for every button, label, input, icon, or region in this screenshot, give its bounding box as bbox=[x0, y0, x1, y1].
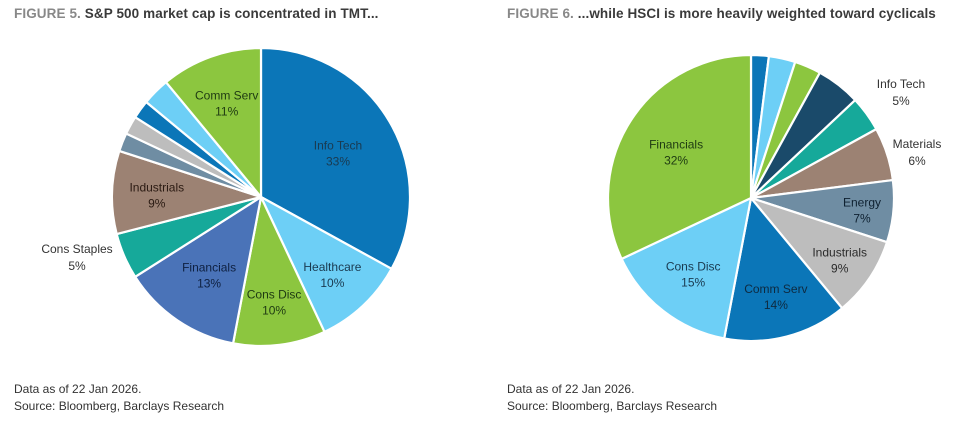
slice-label-info-tech: Info Tech 33% bbox=[314, 139, 362, 169]
slice-label-cons-disc: Cons Disc 10% bbox=[247, 288, 302, 318]
figure-6-data-date: Data as of 22 Jan 2026. bbox=[507, 382, 635, 396]
figure-5-pie-chart: Info Tech 33% Healthcare 10% Cons Disc 10% Fin… bbox=[41, 46, 412, 348]
slice-label-name: Industrials bbox=[129, 181, 184, 195]
slice-label-name: Financials bbox=[649, 138, 703, 152]
figure-5-data-date: Data as of 22 Jan 2026. bbox=[14, 382, 142, 396]
figure-5-source: Source: Bloomberg, Barclays Research bbox=[14, 399, 225, 413]
slice-label-name: Financials bbox=[182, 260, 236, 274]
slice-label-name: Info Tech bbox=[314, 139, 362, 153]
pie-slice-comm-serv bbox=[164, 46, 263, 199]
slice-label-comm-serv: Comm Serv 14% bbox=[744, 282, 807, 312]
pie-slice-info-tech bbox=[259, 46, 412, 270]
figure-5-notes: Data as of 22 Jan 2026. Source: Bloomber… bbox=[14, 381, 224, 415]
external-label-cons-staples: Cons Staples 5% bbox=[41, 242, 112, 273]
slice-label-value: 13% bbox=[197, 276, 221, 290]
slice-label-healthcare: Healthcare 10% bbox=[303, 260, 361, 290]
slice-label-name: Healthcare bbox=[303, 260, 361, 274]
slice-label-value: 11% bbox=[215, 105, 238, 119]
pie-slice-comm-serv bbox=[723, 196, 844, 343]
slice-label-energy: Energy 7% bbox=[843, 196, 881, 226]
slice-label-name: Comm Serv bbox=[195, 89, 258, 103]
slice-label-value: 32% bbox=[664, 154, 688, 168]
slice-label-name: Industrials bbox=[812, 245, 867, 259]
external-label-name: Info Tech bbox=[877, 77, 925, 91]
figure-6-number: FIGURE 6. bbox=[507, 6, 574, 21]
slice-label-value: 10% bbox=[320, 276, 344, 290]
slice-label-cons-disc: Cons Disc 15% bbox=[666, 260, 721, 290]
pie-slice-industrials bbox=[110, 149, 263, 236]
slice-label-value: 33% bbox=[326, 155, 350, 169]
external-label-value: 5% bbox=[892, 94, 910, 108]
slice-label-value: 10% bbox=[262, 304, 286, 318]
slice-label-name: Comm Serv bbox=[744, 282, 807, 296]
slice-label-name: Cons Disc bbox=[247, 288, 302, 302]
figure-5-heading: S&P 500 market cap is concentrated in TM… bbox=[84, 6, 379, 21]
slice-label-value: 14% bbox=[764, 298, 788, 312]
slice-label-value: 9% bbox=[148, 197, 166, 211]
slice-label-industrials: Industrials 9% bbox=[129, 181, 184, 211]
figure-5-number: FIGURE 5. bbox=[14, 6, 81, 21]
figure-6-notes: Data as of 22 Jan 2026. Source: Bloomber… bbox=[507, 381, 717, 415]
slice-label-value: 7% bbox=[853, 212, 871, 226]
slice-label-name: Cons Disc bbox=[666, 260, 721, 274]
pie-slice-industrials bbox=[749, 196, 889, 310]
figure-5-panel: FIGURE 5. S&P 500 market cap is concentr… bbox=[14, 6, 412, 415]
external-label-name: Cons Staples bbox=[41, 242, 112, 256]
figure-6-source: Source: Bloomberg, Barclays Research bbox=[507, 399, 718, 413]
external-label-value: 6% bbox=[908, 154, 926, 168]
slice-label-financials: Financials 13% bbox=[182, 260, 236, 290]
external-label-info-tech: Info Tech 5% bbox=[877, 77, 925, 108]
pie-slice-cons-disc bbox=[620, 196, 753, 340]
external-label-value: 5% bbox=[68, 259, 86, 273]
external-label-materials: Materials 6% bbox=[893, 137, 942, 168]
pie-slice-cons-disc bbox=[231, 195, 326, 348]
slice-labels: Info Tech 33% Healthcare 10% Cons Disc 10% Fin… bbox=[41, 89, 362, 318]
figure-6-heading: ...while HSCI is more heavily weighted t… bbox=[577, 6, 936, 21]
slice-label-value: 15% bbox=[681, 276, 705, 290]
slice-label-name: Energy bbox=[843, 196, 881, 210]
figure-6-panel: FIGURE 6. ...while HSCI is more heavily … bbox=[477, 0, 954, 423]
slice-label-value: 9% bbox=[831, 261, 849, 275]
pie-slice-financials bbox=[134, 195, 263, 345]
pie-slice-financials bbox=[606, 53, 753, 260]
slice-label-comm-serv: Comm Serv 11% bbox=[195, 89, 258, 119]
figure-6-pie-chart: Energy 7% Industrials 9% Comm Serv 14% Cons Di… bbox=[606, 53, 941, 343]
pie-slice-healthcare bbox=[259, 195, 393, 333]
external-label-name: Materials bbox=[893, 137, 942, 151]
figure-6-title: FIGURE 6. ...while HSCI is more heavily … bbox=[507, 6, 936, 21]
slice-label-financials: Financials 32% bbox=[649, 138, 703, 168]
figure-5-title: FIGURE 5. S&P 500 market cap is concentr… bbox=[14, 6, 379, 21]
slice-labels: Energy 7% Industrials 9% Comm Serv 14% Cons Di… bbox=[649, 77, 941, 312]
slice-label-industrials: Industrials 9% bbox=[812, 245, 867, 275]
